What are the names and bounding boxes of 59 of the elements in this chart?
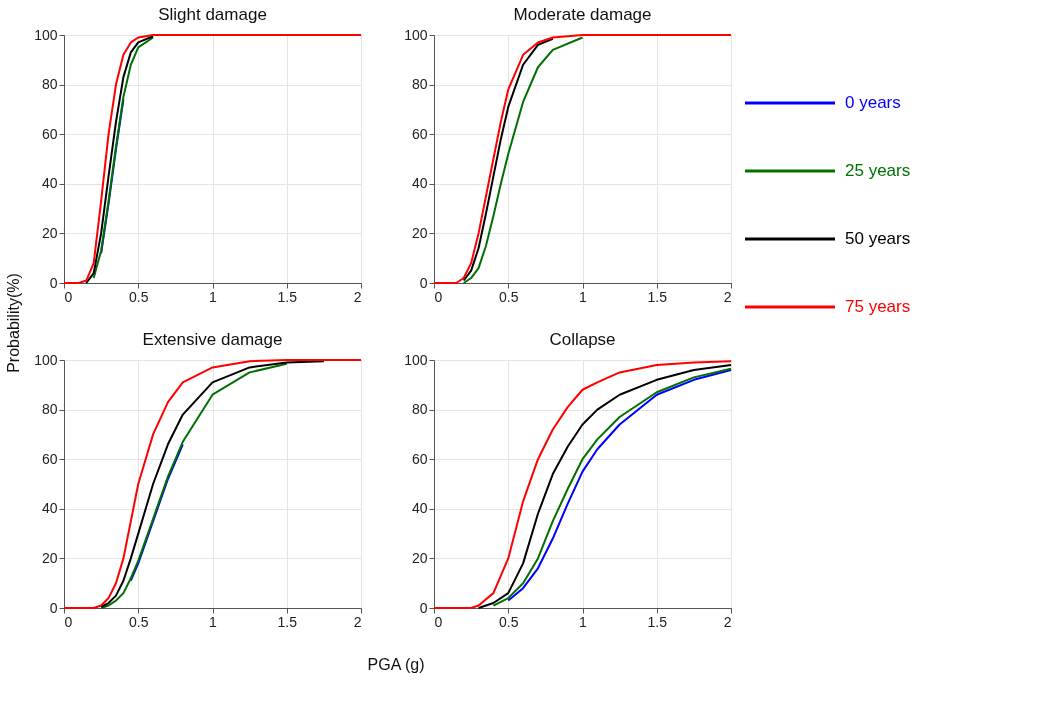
y-tick-label: 40 (411, 500, 428, 517)
y-tick-label: 40 (411, 175, 428, 192)
y-tick-label: 0 (49, 274, 58, 291)
x-tick-label: 2 (353, 288, 362, 305)
x-tick-label: 1.5 (647, 288, 668, 305)
y-tick-label: 60 (411, 125, 428, 142)
y-tick-label: 100 (404, 351, 428, 368)
x-tick-label: 2 (723, 288, 732, 305)
y-tick-label: 100 (34, 351, 58, 368)
y-tick-label: 40 (41, 500, 58, 517)
line-series (462, 37, 554, 282)
text: 0 years (845, 93, 901, 112)
x-tick-label: 1 (209, 288, 218, 305)
y-tick-label: 0 (419, 599, 428, 616)
x-tick-label: 1.5 (277, 613, 298, 630)
text: 50 years (845, 229, 911, 248)
y-tick-label: 100 (404, 26, 428, 43)
y-tick-label: 0 (419, 274, 428, 291)
chart-title: Moderate damage (513, 5, 652, 24)
text: 75 years (845, 297, 911, 316)
y-tick-label: 80 (411, 76, 428, 93)
y-tick-label: 20 (41, 224, 58, 241)
y-tick-label: 20 (411, 224, 428, 241)
y-tick-label: 100 (34, 26, 58, 43)
x-tick-label: 0 (434, 288, 443, 305)
x-tick-label: 0.5 (129, 613, 149, 630)
x-tick-label: 0.5 (499, 613, 519, 630)
x-tick-label: 1 (579, 288, 588, 305)
line-series (100, 360, 325, 608)
x-tick-label: 0 (64, 288, 73, 305)
y-tick-label: 80 (41, 401, 58, 418)
line-series (462, 36, 584, 284)
x-axis-title: PGA (g) (367, 656, 425, 673)
x-tick-label: 1 (209, 613, 218, 630)
y-tick-label: 60 (411, 450, 428, 467)
text: 25 years (845, 161, 911, 180)
y-tick-label: 60 (41, 125, 58, 142)
x-tick-label: 2 (723, 613, 732, 630)
chart-title: Collapse (549, 330, 616, 349)
y-tick-label: 0 (49, 599, 58, 616)
x-tick-label: 0 (64, 613, 73, 630)
y-tick-label: 80 (411, 401, 428, 418)
chart-title: Extensive damage (142, 330, 283, 349)
x-tick-label: 1.5 (277, 288, 298, 305)
y-tick-label: 80 (41, 76, 58, 93)
y-tick-label: 40 (41, 175, 58, 192)
x-tick-label: 1 (579, 613, 588, 630)
line-series (129, 443, 184, 582)
y-tick-label: 20 (41, 549, 58, 566)
chart-title: Slight damage (158, 5, 267, 24)
y-tick-label: 20 (411, 549, 428, 566)
y-tick-label: 60 (41, 450, 58, 467)
x-tick-label: 0.5 (129, 288, 149, 305)
x-tick-label: 2 (353, 613, 362, 630)
y-axis-title: Probability(%) (5, 273, 22, 373)
x-tick-label: 0.5 (499, 288, 519, 305)
x-tick-label: 1.5 (647, 613, 668, 630)
line-series (100, 362, 288, 609)
x-tick-label: 0 (434, 613, 443, 630)
